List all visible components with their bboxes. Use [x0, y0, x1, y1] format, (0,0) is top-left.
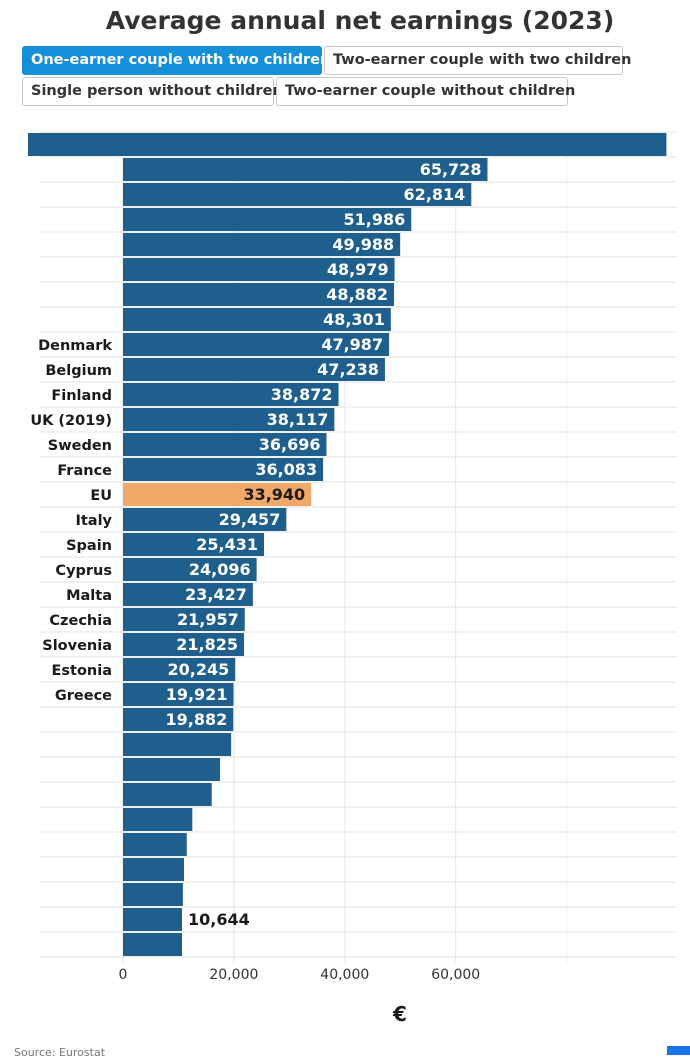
- tab-two-earner-couple-without-children[interactable]: Two-earner couple without children: [276, 77, 575, 106]
- value-label-20: 21,825: [176, 635, 238, 654]
- bar-20: [123, 633, 245, 656]
- category-label-9: Belgium: [45, 363, 112, 379]
- value-label-11: 38,117: [267, 410, 329, 429]
- value-label-19: 21,957: [177, 610, 239, 629]
- bar-11: [123, 408, 335, 431]
- bar-2: [123, 183, 472, 206]
- tab-single-person-without-children[interactable]: Single person without children: [22, 77, 283, 106]
- bar-16: [123, 533, 265, 556]
- bar-31: [123, 908, 183, 931]
- category-label-14: EU: [90, 488, 112, 504]
- bar-22: [123, 683, 234, 706]
- bar-9: [123, 358, 385, 381]
- bar-17: [123, 558, 257, 581]
- bar-3: [123, 208, 412, 231]
- value-label-22: 19,921: [166, 685, 228, 704]
- bar-32: [123, 933, 183, 956]
- bar-18: [123, 583, 253, 606]
- value-label-7: 48,301: [323, 310, 385, 329]
- bar-28: [123, 833, 187, 856]
- value-label-18: 23,427: [185, 585, 247, 604]
- value-label-5: 48,979: [327, 260, 389, 279]
- brand-logo: [667, 1046, 690, 1055]
- value-label-2: 62,814: [404, 185, 466, 204]
- x-tick-label-0: 0: [119, 967, 128, 983]
- bar-25: [123, 758, 221, 781]
- category-label-18: Malta: [66, 588, 112, 604]
- x-tick-label-1: 20,000: [209, 967, 258, 983]
- value-label-17: 24,096: [189, 560, 251, 579]
- bar-12: [123, 433, 327, 456]
- value-label-21: 20,245: [168, 660, 230, 679]
- category-label-15: Italy: [75, 513, 112, 529]
- bar-30: [123, 883, 183, 906]
- source-note: Source: Eurostat: [14, 1046, 106, 1059]
- bar-13: [123, 458, 324, 481]
- category-label-19: Czechia: [49, 613, 112, 629]
- x-axis-label: €: [392, 1002, 407, 1026]
- value-label-8: 47,987: [321, 335, 383, 354]
- bar-4: [123, 233, 401, 256]
- value-label-16: 25,431: [196, 535, 258, 554]
- category-label-21: Estonia: [51, 663, 112, 679]
- value-label-1: 65,728: [420, 160, 482, 179]
- value-label-10: 38,872: [271, 385, 333, 404]
- bar-1: [123, 158, 488, 181]
- value-label-15: 29,457: [219, 510, 281, 529]
- value-label-4: 49,988: [332, 235, 394, 254]
- bar-24: [123, 733, 232, 756]
- bar-27: [123, 808, 193, 831]
- bar-15: [123, 508, 287, 531]
- category-label-11: UK (2019): [30, 413, 112, 429]
- value-label-31: 10,644: [188, 910, 250, 929]
- bar-29: [123, 858, 184, 881]
- category-label-20: Slovenia: [42, 638, 112, 654]
- category-label-12: Sweden: [48, 438, 112, 454]
- value-label-12: 36,696: [259, 435, 321, 454]
- category-label-10: Finland: [51, 388, 112, 404]
- bar-10: [123, 383, 339, 406]
- value-label-23: 19,882: [165, 710, 227, 729]
- value-label-6: 48,882: [326, 285, 388, 304]
- value-label-3: 51,986: [344, 210, 406, 229]
- category-label-17: Cyprus: [55, 563, 112, 579]
- bar-8: [123, 333, 390, 356]
- bar-21: [123, 658, 236, 681]
- bar-5: [123, 258, 395, 281]
- x-tick-label-2: 40,000: [320, 967, 369, 983]
- bar-6: [123, 283, 395, 306]
- chart-title: Average annual net earnings (2023): [105, 6, 615, 35]
- category-label-13: France: [57, 463, 112, 479]
- bar-19: [123, 608, 245, 631]
- bar-26: [123, 783, 212, 806]
- value-label-13: 36,083: [255, 460, 317, 479]
- tab-one-earner-couple-two-children[interactable]: One-earner couple with two children: [22, 46, 330, 75]
- tab-two-earner-couple-two-children[interactable]: Two-earner couple with two children: [324, 46, 631, 75]
- x-tick-label-3: 60,000: [431, 967, 480, 983]
- bar-0: [28, 133, 667, 156]
- bar-7: [123, 308, 391, 331]
- bar-23: [123, 708, 234, 731]
- bar-14: [123, 483, 312, 506]
- value-label-9: 47,238: [317, 360, 379, 379]
- value-label-14: 33,940: [243, 485, 305, 504]
- category-label-22: Greece: [55, 688, 112, 704]
- category-label-8: Denmark: [38, 338, 112, 354]
- category-label-16: Spain: [66, 538, 112, 554]
